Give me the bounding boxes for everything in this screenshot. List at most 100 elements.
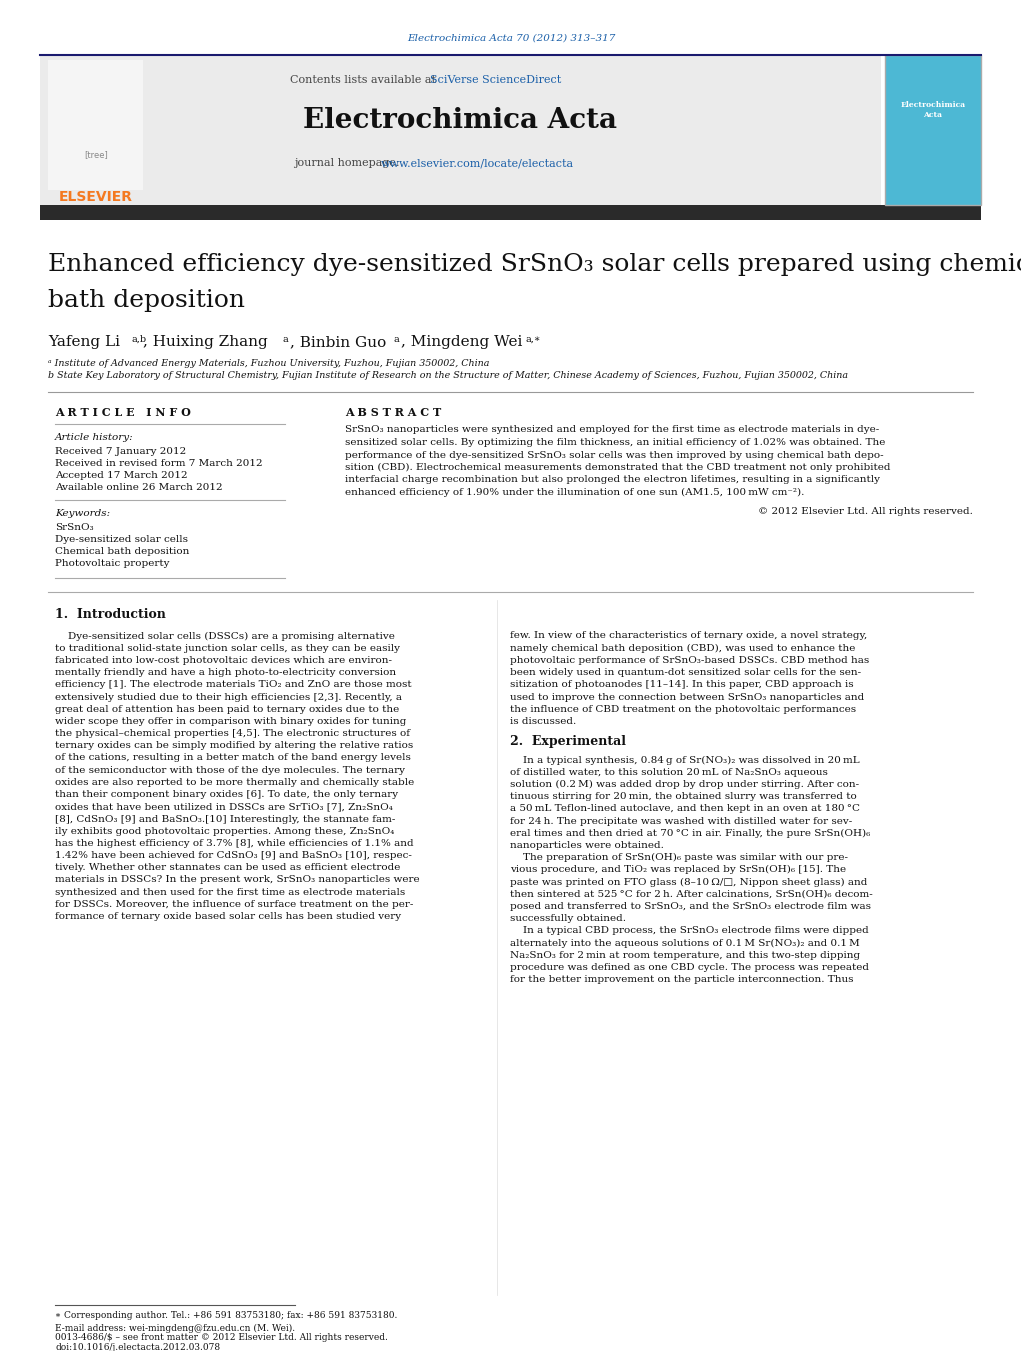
Text: for the better improvement on the particle interconnection. Thus: for the better improvement on the partic… bbox=[510, 975, 854, 984]
Text: ∗ Corresponding author. Tel.: +86 591 83753180; fax: +86 591 83753180.: ∗ Corresponding author. Tel.: +86 591 83… bbox=[55, 1312, 397, 1320]
Text: Dye-sensitized solar cells: Dye-sensitized solar cells bbox=[55, 535, 188, 543]
Text: sitization of photoanodes [11–14]. In this paper, CBD approach is: sitization of photoanodes [11–14]. In th… bbox=[510, 681, 854, 689]
Text: for DSSCs. Moreover, the influence of surface treatment on the per-: for DSSCs. Moreover, the influence of su… bbox=[55, 900, 414, 909]
Text: Accepted 17 March 2012: Accepted 17 March 2012 bbox=[55, 470, 188, 480]
Text: Dye-sensitized solar cells (DSSCs) are a promising alternative: Dye-sensitized solar cells (DSSCs) are a… bbox=[55, 631, 395, 640]
Text: posed and transferred to SrSnO₃, and the SrSnO₃ electrode film was: posed and transferred to SrSnO₃, and the… bbox=[510, 902, 871, 911]
Text: fabricated into low-cost photovoltaic devices which are environ-: fabricated into low-cost photovoltaic de… bbox=[55, 655, 392, 665]
Text: journal homepage:: journal homepage: bbox=[294, 158, 403, 168]
Text: Electrochimica
Acta: Electrochimica Acta bbox=[901, 101, 966, 119]
Text: efficiency [1]. The electrode materials TiO₂ and ZnO are those most: efficiency [1]. The electrode materials … bbox=[55, 681, 411, 689]
Text: synthesized and then used for the first time as electrode materials: synthesized and then used for the first … bbox=[55, 888, 405, 897]
Text: sensitized solar cells. By optimizing the film thickness, an initial efficiency : sensitized solar cells. By optimizing th… bbox=[345, 438, 885, 447]
Text: [8], CdSnO₃ [9] and BaSnO₃.[10] Interestingly, the stannate fam-: [8], CdSnO₃ [9] and BaSnO₃.[10] Interest… bbox=[55, 815, 395, 824]
Text: tinuous stirring for 20 min, the obtained slurry was transferred to: tinuous stirring for 20 min, the obtaine… bbox=[510, 792, 857, 801]
Text: of the semiconductor with those of the dye molecules. The ternary: of the semiconductor with those of the d… bbox=[55, 766, 405, 774]
Text: tively. Whether other stannates can be used as efficient electrode: tively. Whether other stannates can be u… bbox=[55, 863, 400, 873]
Text: for 24 h. The precipitate was washed with distilled water for sev-: for 24 h. The precipitate was washed wit… bbox=[510, 816, 853, 825]
Text: 1.42% have been achieved for CdSnO₃ [9] and BaSnO₃ [10], respec-: 1.42% have been achieved for CdSnO₃ [9] … bbox=[55, 851, 411, 861]
Text: Available online 26 March 2012: Available online 26 March 2012 bbox=[55, 482, 223, 492]
Text: bath deposition: bath deposition bbox=[48, 289, 245, 312]
Text: procedure was defined as one CBD cycle. The process was repeated: procedure was defined as one CBD cycle. … bbox=[510, 963, 869, 971]
Text: Chemical bath deposition: Chemical bath deposition bbox=[55, 547, 189, 555]
Text: enhanced efficiency of 1.90% under the illumination of one sun (AM1.5, 100 mW cm: enhanced efficiency of 1.90% under the i… bbox=[345, 488, 805, 497]
Text: namely chemical bath deposition (CBD), was used to enhance the: namely chemical bath deposition (CBD), w… bbox=[510, 643, 856, 653]
Text: sition (CBD). Electrochemical measurements demonstrated that the CBD treatment n: sition (CBD). Electrochemical measuremen… bbox=[345, 463, 890, 471]
Text: Yafeng Li: Yafeng Li bbox=[48, 335, 120, 349]
Text: ELSEVIER: ELSEVIER bbox=[59, 190, 133, 204]
Text: than their component binary oxides [6]. To date, the only ternary: than their component binary oxides [6]. … bbox=[55, 790, 398, 798]
Text: In a typical synthesis, 0.84 g of Sr(NO₃)₂ was dissolved in 20 mL: In a typical synthesis, 0.84 g of Sr(NO₃… bbox=[510, 755, 860, 765]
Text: wider scope they offer in comparison with binary oxides for tuning: wider scope they offer in comparison wit… bbox=[55, 717, 406, 725]
Text: [tree]: [tree] bbox=[84, 150, 108, 159]
Text: ᵃ Institute of Advanced Energy Materials, Fuzhou University, Fuzhou, Fujian 3500: ᵃ Institute of Advanced Energy Materials… bbox=[48, 358, 489, 367]
Text: the physical–chemical properties [4,5]. The electronic structures of: the physical–chemical properties [4,5]. … bbox=[55, 730, 410, 738]
Text: paste was printed on FTO glass (8–10 Ω/□, Nippon sheet glass) and: paste was printed on FTO glass (8–10 Ω/□… bbox=[510, 877, 868, 886]
Text: great deal of attention has been paid to ternary oxides due to the: great deal of attention has been paid to… bbox=[55, 705, 399, 713]
Text: ternary oxides can be simply modified by altering the relative ratios: ternary oxides can be simply modified by… bbox=[55, 742, 414, 750]
Text: a,∗: a,∗ bbox=[525, 335, 540, 343]
Text: a 50 mL Teflon-lined autoclave, and then kept in an oven at 180 °C: a 50 mL Teflon-lined autoclave, and then… bbox=[510, 804, 860, 813]
Text: oxides that have been utilized in DSSCs are SrTiO₃ [7], Zn₂SnO₄: oxides that have been utilized in DSSCs … bbox=[55, 802, 393, 812]
Text: Electrochimica Acta: Electrochimica Acta bbox=[303, 107, 617, 134]
Bar bbox=[40, 205, 981, 220]
Text: Enhanced efficiency dye-sensitized SrSnO₃ solar cells prepared using chemical: Enhanced efficiency dye-sensitized SrSnO… bbox=[48, 254, 1021, 277]
Text: www.elsevier.com/locate/electacta: www.elsevier.com/locate/electacta bbox=[381, 158, 574, 168]
Text: to traditional solid-state junction solar cells, as they can be easily: to traditional solid-state junction sola… bbox=[55, 643, 400, 653]
Bar bbox=[40, 55, 881, 205]
Text: of the cations, resulting in a better match of the band energy levels: of the cations, resulting in a better ma… bbox=[55, 754, 410, 762]
Text: Photovoltaic property: Photovoltaic property bbox=[55, 558, 169, 567]
Text: 1.  Introduction: 1. Introduction bbox=[55, 608, 165, 620]
Text: is discussed.: is discussed. bbox=[510, 717, 576, 725]
Text: then sintered at 525 °C for 2 h. After calcinations, SrSn(OH)₆ decom-: then sintered at 525 °C for 2 h. After c… bbox=[510, 890, 873, 898]
Bar bbox=[48, 59, 143, 190]
Text: SciVerse ScienceDirect: SciVerse ScienceDirect bbox=[430, 76, 562, 85]
Text: , Huixing Zhang: , Huixing Zhang bbox=[143, 335, 268, 349]
Text: Received 7 January 2012: Received 7 January 2012 bbox=[55, 446, 186, 455]
Text: extensively studied due to their high efficiencies [2,3]. Recently, a: extensively studied due to their high ef… bbox=[55, 693, 402, 701]
Text: b State Key Laboratory of Structural Chemistry, Fujian Institute of Research on : b State Key Laboratory of Structural Che… bbox=[48, 372, 848, 381]
Text: A R T I C L E   I N F O: A R T I C L E I N F O bbox=[55, 408, 191, 419]
Text: 0013-4686/$ – see front matter © 2012 Elsevier Ltd. All rights reserved.: 0013-4686/$ – see front matter © 2012 El… bbox=[55, 1332, 388, 1342]
Text: performance of the dye-sensitized SrSnO₃ solar cells was then improved by using : performance of the dye-sensitized SrSnO₃… bbox=[345, 450, 883, 459]
Text: vious procedure, and TiO₂ was replaced by SrSn(OH)₆ [15]. The: vious procedure, and TiO₂ was replaced b… bbox=[510, 865, 846, 874]
Text: nanoparticles were obtained.: nanoparticles were obtained. bbox=[510, 840, 664, 850]
Text: A B S T R A C T: A B S T R A C T bbox=[345, 408, 441, 419]
Text: Contents lists available at: Contents lists available at bbox=[290, 76, 439, 85]
Text: Electrochimica Acta 70 (2012) 313–317: Electrochimica Acta 70 (2012) 313–317 bbox=[406, 34, 616, 42]
Text: materials in DSSCs? In the present work, SrSnO₃ nanoparticles were: materials in DSSCs? In the present work,… bbox=[55, 875, 420, 885]
Text: the influence of CBD treatment on the photovoltaic performances: the influence of CBD treatment on the ph… bbox=[510, 705, 857, 713]
Text: few. In view of the characteristics of ternary oxide, a novel strategy,: few. In view of the characteristics of t… bbox=[510, 631, 867, 640]
Text: Received in revised form 7 March 2012: Received in revised form 7 March 2012 bbox=[55, 458, 262, 467]
Text: used to improve the connection between SrSnO₃ nanoparticles and: used to improve the connection between S… bbox=[510, 693, 864, 701]
Text: SrSnO₃: SrSnO₃ bbox=[55, 523, 94, 531]
Text: photovoltaic performance of SrSnO₃-based DSSCs. CBD method has: photovoltaic performance of SrSnO₃-based… bbox=[510, 655, 869, 665]
Text: Na₂SnO₃ for 2 min at room temperature, and this two-step dipping: Na₂SnO₃ for 2 min at room temperature, a… bbox=[510, 951, 860, 959]
Text: a,b: a,b bbox=[131, 335, 146, 343]
Text: Article history:: Article history: bbox=[55, 434, 134, 443]
Text: In a typical CBD process, the SrSnO₃ electrode films were dipped: In a typical CBD process, the SrSnO₃ ele… bbox=[510, 927, 869, 935]
Text: been widely used in quantum-dot sensitized solar cells for the sen-: been widely used in quantum-dot sensitiz… bbox=[510, 669, 861, 677]
Text: E-mail address: wei-mingdeng@fzu.edu.cn (M. Wei).: E-mail address: wei-mingdeng@fzu.edu.cn … bbox=[55, 1324, 295, 1332]
Text: , Binbin Guo: , Binbin Guo bbox=[290, 335, 386, 349]
Text: mentally friendly and have a high photo-to-electricity conversion: mentally friendly and have a high photo-… bbox=[55, 669, 396, 677]
Bar bbox=[885, 55, 981, 205]
Text: formance of ternary oxide based solar cells has been studied very: formance of ternary oxide based solar ce… bbox=[55, 912, 401, 921]
Text: oxides are also reported to be more thermally and chemically stable: oxides are also reported to be more ther… bbox=[55, 778, 415, 786]
Text: doi:10.1016/j.electacta.2012.03.078: doi:10.1016/j.electacta.2012.03.078 bbox=[55, 1343, 221, 1351]
Text: a: a bbox=[393, 335, 399, 343]
Text: © 2012 Elsevier Ltd. All rights reserved.: © 2012 Elsevier Ltd. All rights reserved… bbox=[759, 508, 973, 516]
Text: solution (0.2 M) was added drop by drop under stirring. After con-: solution (0.2 M) was added drop by drop … bbox=[510, 780, 859, 789]
Text: 2.  Experimental: 2. Experimental bbox=[510, 735, 626, 748]
Text: , Mingdeng Wei: , Mingdeng Wei bbox=[401, 335, 523, 349]
Text: eral times and then dried at 70 °C in air. Finally, the pure SrSn(OH)₆: eral times and then dried at 70 °C in ai… bbox=[510, 828, 870, 838]
Text: The preparation of SrSn(OH)₆ paste was similar with our pre-: The preparation of SrSn(OH)₆ paste was s… bbox=[510, 852, 848, 862]
Text: Keywords:: Keywords: bbox=[55, 509, 110, 519]
Text: interfacial charge recombination but also prolonged the electron lifetimes, resu: interfacial charge recombination but als… bbox=[345, 476, 880, 485]
Text: SrSnO₃ nanoparticles were synthesized and employed for the first time as electro: SrSnO₃ nanoparticles were synthesized an… bbox=[345, 426, 879, 435]
Text: alternately into the aqueous solutions of 0.1 M Sr(NO₃)₂ and 0.1 M: alternately into the aqueous solutions o… bbox=[510, 939, 860, 947]
Text: a: a bbox=[282, 335, 288, 343]
Text: ily exhibits good photovoltaic properties. Among these, Zn₂SnO₄: ily exhibits good photovoltaic propertie… bbox=[55, 827, 394, 836]
Text: of distilled water, to this solution 20 mL of Na₂SnO₃ aqueous: of distilled water, to this solution 20 … bbox=[510, 767, 828, 777]
Text: has the highest efficiency of 3.7% [8], while efficiencies of 1.1% and: has the highest efficiency of 3.7% [8], … bbox=[55, 839, 414, 848]
